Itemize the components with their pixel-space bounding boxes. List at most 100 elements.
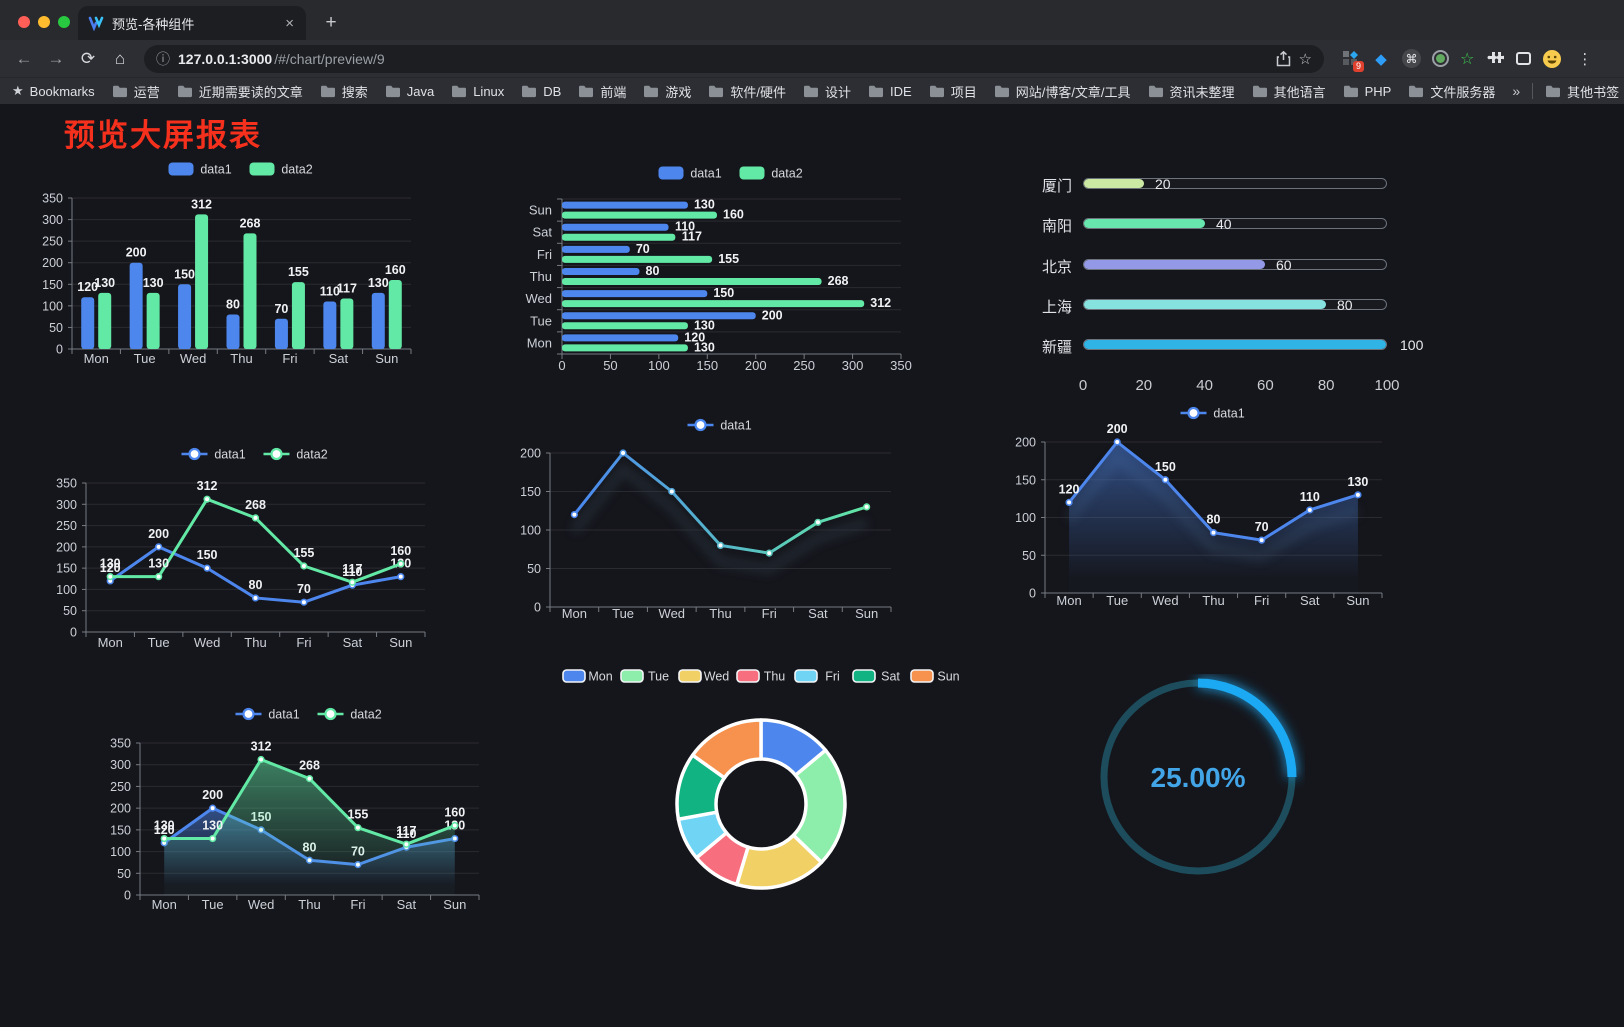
progress-row-上海[interactable]: 上海 80	[1000, 295, 1400, 316]
bookmark-folder[interactable]: 运营	[112, 82, 160, 101]
bar-Mon-data2[interactable]	[98, 292, 112, 349]
bookmarks-overflow-icon[interactable]: »	[1512, 83, 1521, 99]
bar-Sun-data1[interactable]	[562, 201, 688, 209]
extensions-puzzle-icon[interactable]	[1485, 49, 1505, 69]
bar-Thu-data1[interactable]	[562, 268, 640, 275]
command-extension-icon[interactable]: ⌘	[1402, 49, 1421, 68]
point-Sat-data2[interactable]	[348, 578, 356, 586]
point-Thu-data2[interactable]	[305, 775, 314, 783]
point-Tue-data2[interactable]	[209, 834, 217, 843]
bookmark-folder[interactable]: 前端	[578, 82, 626, 101]
legend-item-data1[interactable]: data1	[1180, 407, 1245, 421]
profile-avatar[interactable]	[1542, 49, 1562, 69]
url-bar[interactable]: ⓘ 127.0.0.1:3000 /#/chart/preview/9 ☆	[144, 44, 1324, 73]
bar-Sat-data1[interactable]	[562, 223, 669, 231]
legend-item-data2[interactable]: data2	[263, 448, 328, 462]
progress-row-北京[interactable]: 北京 60	[1000, 255, 1400, 276]
chart-progress-bars[interactable]: 厦门 20 南阳 40 北京 60 上海 80 新疆 100 0 20 40 60 80 100	[1000, 161, 1423, 403]
progress-row-厦门[interactable]: 厦门 20	[1000, 174, 1400, 195]
bookmark-folder[interactable]: 软件/硬件	[708, 82, 786, 101]
bookmark-folder[interactable]: IDE	[868, 82, 912, 101]
legend-item-data1[interactable]: data1	[235, 708, 300, 722]
point-Thu-data1[interactable]	[1209, 529, 1218, 537]
point-Tue-data2[interactable]	[155, 573, 163, 581]
point-Sun-data2[interactable]	[451, 821, 459, 830]
point-Mon-data1[interactable]	[570, 510, 578, 519]
bar-Sat-data2[interactable]	[340, 298, 354, 349]
bar-Wed-data1[interactable]	[562, 290, 708, 298]
recorder-extension-icon[interactable]	[1432, 50, 1449, 67]
bar-Thu-data1[interactable]	[226, 314, 240, 349]
forward-icon[interactable]: →	[47, 48, 65, 68]
point-Sat-data2[interactable]	[402, 840, 410, 848]
point-Mon-data1[interactable]	[1065, 498, 1073, 506]
bar-Mon-data1[interactable]	[81, 297, 95, 349]
legend-item-data1[interactable]: data1	[687, 419, 752, 433]
bookmark-folder[interactable]: 项目	[929, 82, 977, 101]
legend-item-Mon[interactable]: Mon	[562, 669, 613, 684]
tab-close-icon[interactable]: ×	[285, 14, 294, 32]
bookmark-folder[interactable]: Java	[385, 82, 434, 101]
bar-Sat-data1[interactable]	[323, 301, 337, 349]
point-Fri-data1[interactable]	[765, 549, 773, 557]
bookmark-folder[interactable]: 设计	[803, 82, 851, 101]
bar-Mon-data2[interactable]	[562, 344, 688, 352]
chart-bar-horizontal[interactable]: data1 data2 0 50 100 150 200 250 300 350 Mon 120 130…	[505, 156, 915, 374]
minimize-window-button[interactable]	[38, 16, 50, 28]
point-Wed-data2[interactable]	[257, 755, 265, 764]
legend-item-data2[interactable]: data2	[317, 708, 382, 722]
bar-Sun-data1[interactable]	[371, 292, 385, 349]
bar-Wed-data2[interactable]	[562, 300, 865, 308]
bar-Fri-data2[interactable]	[562, 255, 713, 263]
legend-item-data1[interactable]: data1	[181, 448, 246, 462]
point-Tue-data1[interactable]	[1113, 438, 1121, 446]
legend-item-Sat[interactable]: Sat	[852, 669, 900, 684]
star-extension-icon[interactable]: ☆	[1460, 50, 1475, 68]
close-window-button[interactable]	[18, 16, 30, 28]
bar-Fri-data2[interactable]	[291, 282, 305, 349]
bookmarks-manager[interactable]: ★ Bookmarks	[12, 83, 95, 99]
legend-item-Wed[interactable]: Wed	[678, 669, 729, 684]
share-icon[interactable]	[1276, 50, 1291, 67]
bookmark-folder[interactable]: PHP	[1343, 82, 1391, 101]
other-bookmarks-folder[interactable]: 其他书签	[1545, 82, 1619, 101]
legend-item-Tue[interactable]: Tue	[620, 669, 669, 684]
zoom-window-button[interactable]	[58, 16, 70, 28]
progress-row-南阳[interactable]: 南阳 40	[1000, 214, 1400, 235]
chart-line-dual[interactable]: data1 data2 0 50 100 150 200 250 300 350 Mon Tue Wed…	[30, 441, 440, 663]
chart-line-area-dual[interactable]: data1 data2 0 50 100 150 200 250 300 350 Mon Tue Wed…	[95, 691, 495, 923]
point-Thu-data2[interactable]	[251, 514, 260, 522]
bookmark-folder[interactable]: 资讯未整理	[1148, 82, 1235, 101]
back-icon[interactable]: ←	[15, 48, 33, 68]
bar-Sun-data2[interactable]	[388, 279, 402, 349]
point-Fri-data1[interactable]	[300, 598, 308, 606]
gem-extension-icon[interactable]: ◆	[1375, 50, 1387, 68]
legend-item-Fri[interactable]: Fri	[794, 669, 840, 684]
point-Sun-data2[interactable]	[397, 560, 405, 568]
bar-Fri-data1[interactable]	[274, 318, 288, 349]
legend-item-data1[interactable]: data1	[658, 166, 722, 181]
bar-Fri-data1[interactable]	[562, 245, 630, 253]
bookmark-folder[interactable]: DB	[521, 82, 561, 101]
point-Wed-data1[interactable]	[1161, 476, 1169, 484]
pie-slice-Tue[interactable]	[791, 748, 847, 865]
chart-line-gradient[interactable]: data1 0 50 100 150 200 Mon Tue Wed Thu Fri Sat Sun	[490, 405, 900, 629]
bar-Sun-data2[interactable]	[562, 211, 717, 219]
bookmark-star-icon[interactable]: ☆	[1298, 50, 1312, 68]
point-Tue-data1[interactable]	[619, 449, 627, 457]
bookmark-folder[interactable]: 游戏	[643, 82, 691, 101]
point-Fri-data1[interactable]	[1258, 536, 1266, 544]
bar-Wed-data1[interactable]	[178, 284, 192, 349]
point-Mon-data2[interactable]	[160, 834, 168, 843]
bookmark-folder[interactable]: 近期需要读的文章	[177, 82, 303, 101]
bar-Tue-data1[interactable]	[129, 262, 143, 349]
progress-row-新疆[interactable]: 新疆 100	[1000, 335, 1423, 356]
point-Wed-data2[interactable]	[203, 495, 211, 503]
bookmark-folder[interactable]: 网站/博客/文章/工具	[994, 82, 1131, 101]
bar-Sat-data2[interactable]	[562, 233, 676, 241]
point-Thu-data1[interactable]	[716, 541, 725, 549]
bar-Thu-data2[interactable]	[562, 278, 822, 285]
legend-item-Sun[interactable]: Sun	[910, 669, 960, 684]
point-Wed-data1[interactable]	[668, 487, 676, 496]
point-Sun-data1[interactable]	[1354, 491, 1362, 499]
